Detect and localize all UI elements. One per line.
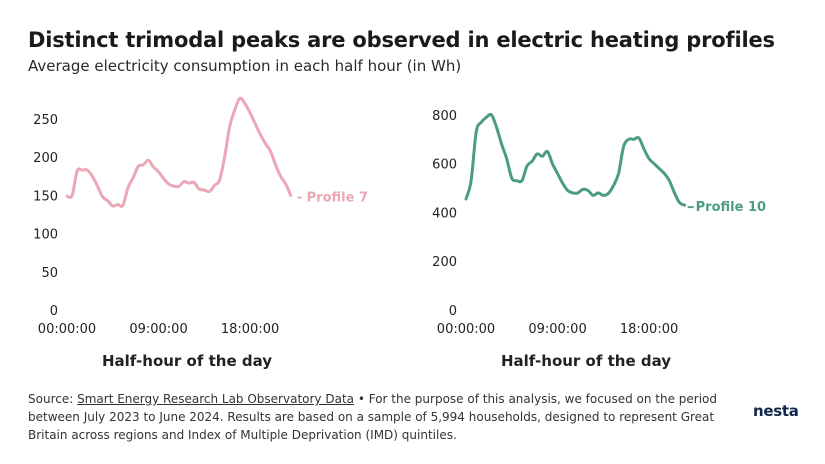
source-prefix: Source: (28, 392, 74, 406)
y-tick-label: 250 (33, 113, 58, 128)
source-footer: Source: Smart Energy Research Lab Observ… (28, 390, 740, 444)
y-tick-label: 0 (449, 304, 457, 319)
profile-7-line (65, 96, 293, 208)
nesta-logo: nesta (753, 402, 799, 420)
profile-7-series-label: - Profile 7 (297, 190, 368, 205)
x-axis-title: Half-hour of the day (102, 352, 272, 370)
y-tick-label: 100 (33, 228, 58, 243)
y-tick-label: 200 (33, 151, 58, 166)
source-link[interactable]: Smart Energy Research Lab Observatory Da… (77, 392, 354, 406)
y-tick-label: 50 (41, 266, 58, 281)
y-tick-label: 800 (432, 109, 457, 124)
x-tick-label: 00:00:00 (38, 322, 96, 337)
x-tick-label: 18:00:00 (620, 322, 678, 337)
y-tick-label: 400 (432, 206, 457, 221)
y-tick-label: 200 (432, 255, 457, 270)
x-tick-label: 09:00:00 (129, 322, 187, 337)
chart-title: Distinct trimodal peaks are observed in … (28, 28, 775, 52)
y-tick-label: 0 (50, 304, 58, 319)
x-tick-label: 09:00:00 (528, 322, 586, 337)
source-note: • For the purpose of this analysis, we f… (28, 392, 718, 442)
x-tick-label: 18:00:00 (221, 322, 279, 337)
chart-subtitle: Average electricity consumption in each … (28, 57, 462, 75)
profile-10-line (464, 112, 687, 207)
y-tick-label: 150 (33, 189, 58, 204)
x-tick-label: 00:00:00 (437, 322, 495, 337)
x-axis-title: Half-hour of the day (501, 352, 671, 370)
profile-10-series-label: Profile 10 (696, 200, 766, 215)
y-tick-label: 600 (432, 158, 457, 173)
